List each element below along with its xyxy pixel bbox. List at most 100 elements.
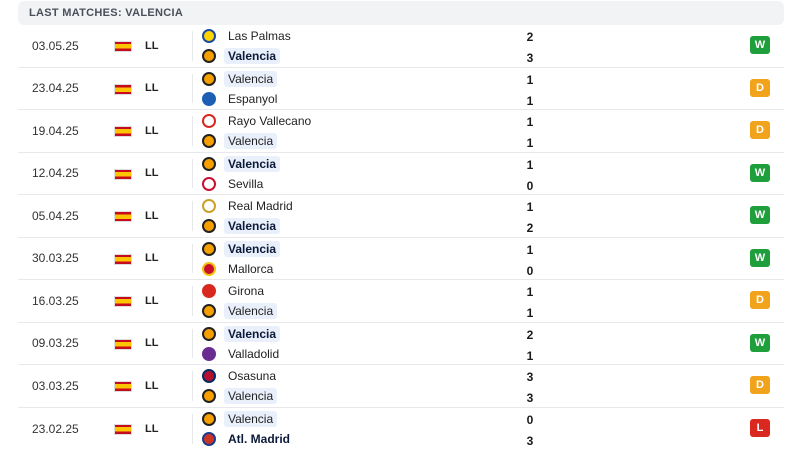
home-team[interactable]: Rayo Vallecano <box>202 111 315 131</box>
match-row[interactable]: 16.03.25 LL Girona 1 Valencia 1 D <box>18 280 784 323</box>
home-score: 3 <box>526 370 534 384</box>
away-team[interactable]: Valladolid <box>202 344 283 364</box>
match-row[interactable]: 12.04.25 LL Valencia 1 Sevilla 0 W <box>18 153 784 195</box>
mallorca-crest-icon <box>202 261 216 276</box>
rayo-vallecano-crest-icon <box>202 114 216 128</box>
home-team[interactable]: Valencia <box>202 69 278 89</box>
matches-list: 03.05.25 LL Las Palmas 2 Valencia 3 W 23… <box>18 25 784 450</box>
match-date: 19.04.25 <box>32 123 79 138</box>
league-code[interactable]: LL <box>145 209 159 222</box>
result-badge: W <box>750 206 770 224</box>
away-team[interactable]: Valencia <box>202 216 281 236</box>
match-row[interactable]: 05.04.25 LL Real Madrid 1 Valencia 2 W <box>18 195 784 238</box>
home-team[interactable]: Girona <box>202 281 268 301</box>
valladolid-crest-icon <box>202 346 216 361</box>
result-badge: W <box>750 36 770 54</box>
divider <box>192 286 193 316</box>
spain-flag-icon <box>114 381 132 392</box>
match-date: 23.02.25 <box>32 421 79 436</box>
away-team-name: Atl. Madrid <box>228 431 290 446</box>
divider <box>192 243 193 273</box>
divider <box>192 328 193 358</box>
spain-flag-icon <box>114 338 132 350</box>
away-score: 3 <box>526 391 534 405</box>
home-team-name: Girona <box>228 284 265 298</box>
away-team[interactable]: Mallorca <box>202 259 277 279</box>
match-date: 12.04.25 <box>32 166 79 181</box>
divider <box>192 116 193 146</box>
away-team[interactable]: Valencia <box>202 131 278 151</box>
spain-flag-icon <box>114 41 132 52</box>
home-team[interactable]: Real Madrid <box>202 196 297 216</box>
spain-flag-icon <box>114 423 132 435</box>
result-badge: D <box>750 376 770 394</box>
away-team-name: Sevilla <box>228 176 264 191</box>
valencia-crest-icon <box>202 134 216 148</box>
home-team[interactable]: Valencia <box>202 409 278 429</box>
result-badge: D <box>750 291 770 309</box>
away-team-name: Mallorca <box>228 261 274 276</box>
las-palmas-crest-icon <box>202 29 216 43</box>
home-score: 1 <box>526 72 534 87</box>
away-score: 3 <box>526 433 534 448</box>
match-date: 16.03.25 <box>32 293 79 308</box>
home-team-name: Valencia <box>224 70 278 87</box>
away-team-name: Valencia <box>224 388 278 404</box>
valencia-crest-icon <box>202 49 216 63</box>
divider <box>192 158 193 188</box>
spain-flag-icon <box>114 211 132 222</box>
league-code[interactable]: LL <box>145 379 159 392</box>
away-team[interactable]: Valencia <box>202 46 281 66</box>
divider <box>192 201 193 231</box>
away-team-name: Valladolid <box>228 346 280 361</box>
home-team[interactable]: Osasuna <box>202 366 280 386</box>
match-row[interactable]: 23.02.25 LL Valencia 0 Atl. Madrid 3 L <box>18 408 784 450</box>
match-row[interactable]: 03.03.25 LL Osasuna 3 Valencia 3 D <box>18 365 784 408</box>
valencia-crest-icon <box>202 389 216 403</box>
league-code[interactable]: LL <box>145 124 159 137</box>
away-team[interactable]: Atl. Madrid <box>202 429 294 449</box>
girona-crest-icon <box>202 284 216 298</box>
away-team[interactable]: Valencia <box>202 301 278 321</box>
home-team[interactable]: Las Palmas <box>202 26 295 46</box>
match-row[interactable]: 19.04.25 LL Rayo Vallecano 1 Valencia 1 … <box>18 110 784 153</box>
home-team-name: Valencia <box>224 240 281 257</box>
match-row[interactable]: 30.03.25 LL Valencia 1 Mallorca 0 W <box>18 238 784 280</box>
away-team[interactable]: Espanyol <box>202 89 281 109</box>
result-badge: L <box>750 418 770 437</box>
home-team-name: Osasuna <box>228 369 277 383</box>
league-code[interactable]: LL <box>145 167 159 180</box>
valencia-crest-icon <box>202 71 216 86</box>
valencia-crest-icon <box>202 156 216 171</box>
match-date: 23.04.25 <box>32 81 79 96</box>
away-score: 0 <box>526 178 534 193</box>
match-row[interactable]: 23.04.25 LL Valencia 1 Espanyol 1 D <box>18 68 784 110</box>
match-date: 09.03.25 <box>32 336 79 351</box>
league-code[interactable]: LL <box>145 422 159 435</box>
away-team-name: Valencia <box>224 48 281 64</box>
home-team-name: Valencia <box>224 155 281 172</box>
match-row[interactable]: 03.05.25 LL Las Palmas 2 Valencia 3 W <box>18 25 784 68</box>
divider <box>192 73 193 103</box>
match-date: 05.04.25 <box>32 208 79 223</box>
league-code[interactable]: LL <box>145 294 159 307</box>
match-date: 03.03.25 <box>32 378 79 393</box>
match-row[interactable]: 09.03.25 LL Valencia 2 Valladolid 1 W <box>18 323 784 365</box>
home-team-name: Real Madrid <box>228 199 293 213</box>
home-score: 1 <box>526 157 534 172</box>
league-code[interactable]: LL <box>145 82 159 95</box>
home-team[interactable]: Valencia <box>202 239 281 259</box>
away-team[interactable]: Sevilla <box>202 174 267 194</box>
result-badge: W <box>750 163 770 182</box>
home-team-name: Rayo Vallecano <box>228 114 312 128</box>
away-team[interactable]: Valencia <box>202 386 278 406</box>
home-team[interactable]: Valencia <box>202 154 281 174</box>
away-team-name: Valencia <box>224 218 281 234</box>
valencia-crest-icon <box>202 219 216 233</box>
result-badge: D <box>750 78 770 97</box>
league-code[interactable]: LL <box>145 39 159 52</box>
league-code[interactable]: LL <box>145 337 159 350</box>
away-score: 1 <box>526 93 534 108</box>
home-team[interactable]: Valencia <box>202 324 281 344</box>
league-code[interactable]: LL <box>145 252 159 265</box>
